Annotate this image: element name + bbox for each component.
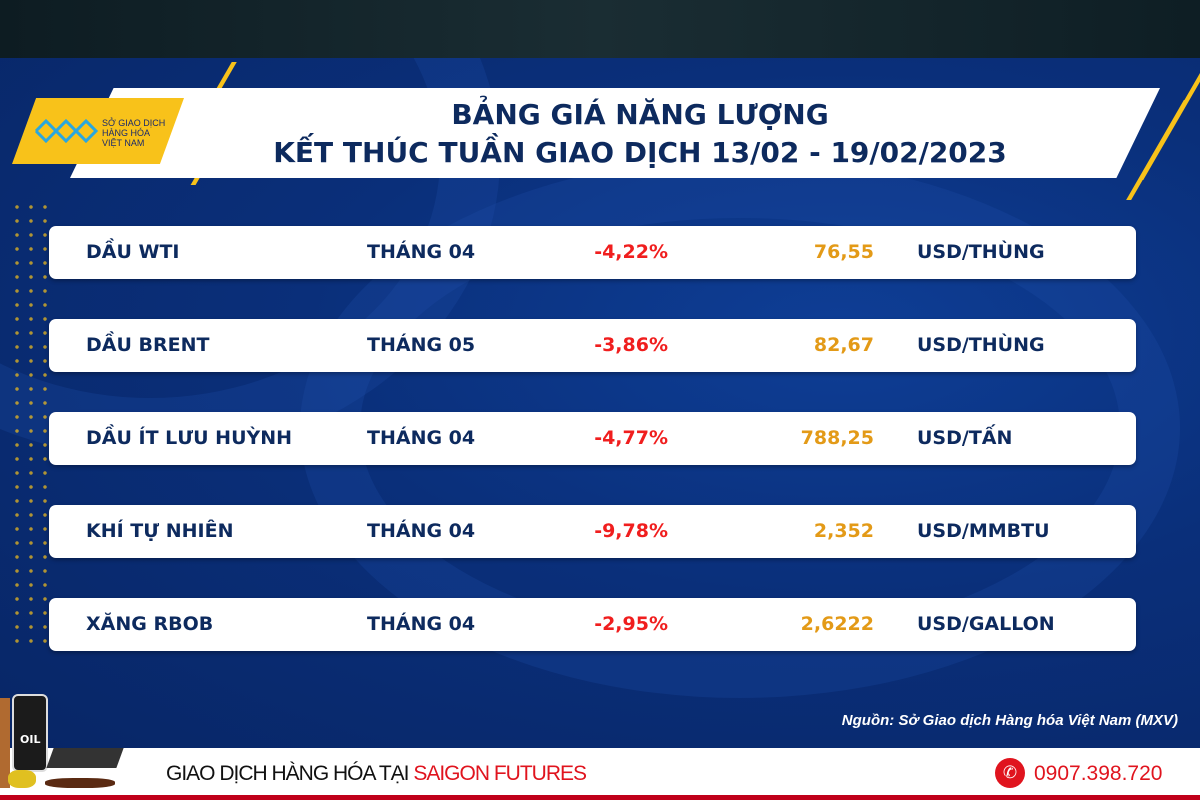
table-row: KHÍ TỰ NHIÊN THÁNG 04 -9,78% 2,352 USD/M… (49, 505, 1136, 558)
contract-month: THÁNG 05 (367, 334, 476, 356)
contract-month: THÁNG 04 (367, 613, 476, 635)
contract-month: THÁNG 04 (367, 427, 476, 449)
price-change: -4,22% (594, 241, 668, 263)
price-change: -2,95% (594, 613, 668, 635)
corn (8, 770, 36, 788)
logo-mark-icon (34, 118, 99, 144)
commodity-name: DẦU WTI (86, 241, 180, 263)
commodity-products-image: OIL (0, 688, 150, 800)
logo (12, 98, 184, 164)
table-row: DẦU WTI THÁNG 04 -4,22% 76,55 USD/THÙNG (49, 226, 1136, 279)
table-row: DẦU ÍT LƯU HUỲNH THÁNG 04 -4,77% 788,25 … (49, 412, 1136, 465)
price-change: -4,77% (594, 427, 668, 449)
price-change: -3,86% (594, 334, 668, 356)
decorative-dots (10, 200, 50, 650)
unit: USD/THÙNG (917, 241, 1045, 263)
price: 82,67 (813, 334, 874, 356)
oil-label: OIL (20, 733, 41, 746)
commodity-name: XĂNG RBOB (86, 613, 214, 635)
price: 2,6222 (800, 613, 874, 635)
page-subtitle: KẾT THÚC TUẦN GIAO DỊCH 13/02 - 19/02/20… (273, 136, 1007, 169)
contract-month: THÁNG 04 (367, 520, 476, 542)
footer-text: GIAO DỊCH HÀNG HÓA TẠI SAIGON FUTURES (166, 762, 587, 785)
phone-number[interactable]: 0907.398.720 (1034, 762, 1163, 785)
unit: USD/TẤN (917, 427, 1013, 449)
commodity-name: DẦU BRENT (86, 334, 210, 356)
copper-pipe (0, 698, 10, 788)
unit: USD/THÙNG (917, 334, 1045, 356)
coffee-beans (45, 778, 115, 788)
logo-text: SỞ GIAO DỊCH HÀNG HÓA VIỆT NAM (102, 118, 166, 148)
commodity-name: KHÍ TỰ NHIÊN (86, 520, 234, 542)
title-banner (70, 88, 1160, 178)
price: 2,352 (813, 520, 874, 542)
price-change: -9,78% (594, 520, 668, 542)
unit: USD/MMBTU (917, 520, 1050, 542)
phone-icon: ✆ (995, 758, 1025, 788)
commodity-name: DẦU ÍT LƯU HUỲNH (86, 427, 293, 449)
page-title: BẢNG GIÁ NĂNG LƯỢNG (451, 98, 829, 131)
contract-month: THÁNG 04 (367, 241, 476, 263)
source-note: Nguồn: Sở Giao dịch Hàng hóa Việt Nam (M… (841, 712, 1178, 729)
table-row: XĂNG RBOB THÁNG 04 -2,95% 2,6222 USD/GAL… (49, 598, 1136, 651)
steel-bar (46, 748, 124, 768)
footer-bar (0, 795, 1200, 800)
top-strip (0, 0, 1200, 58)
brand-name: SAIGON FUTURES (413, 762, 587, 785)
table-row: DẦU BRENT THÁNG 05 -3,86% 82,67 USD/THÙN… (49, 319, 1136, 372)
unit: USD/GALLON (917, 613, 1055, 635)
price: 76,55 (813, 241, 874, 263)
price: 788,25 (800, 427, 874, 449)
